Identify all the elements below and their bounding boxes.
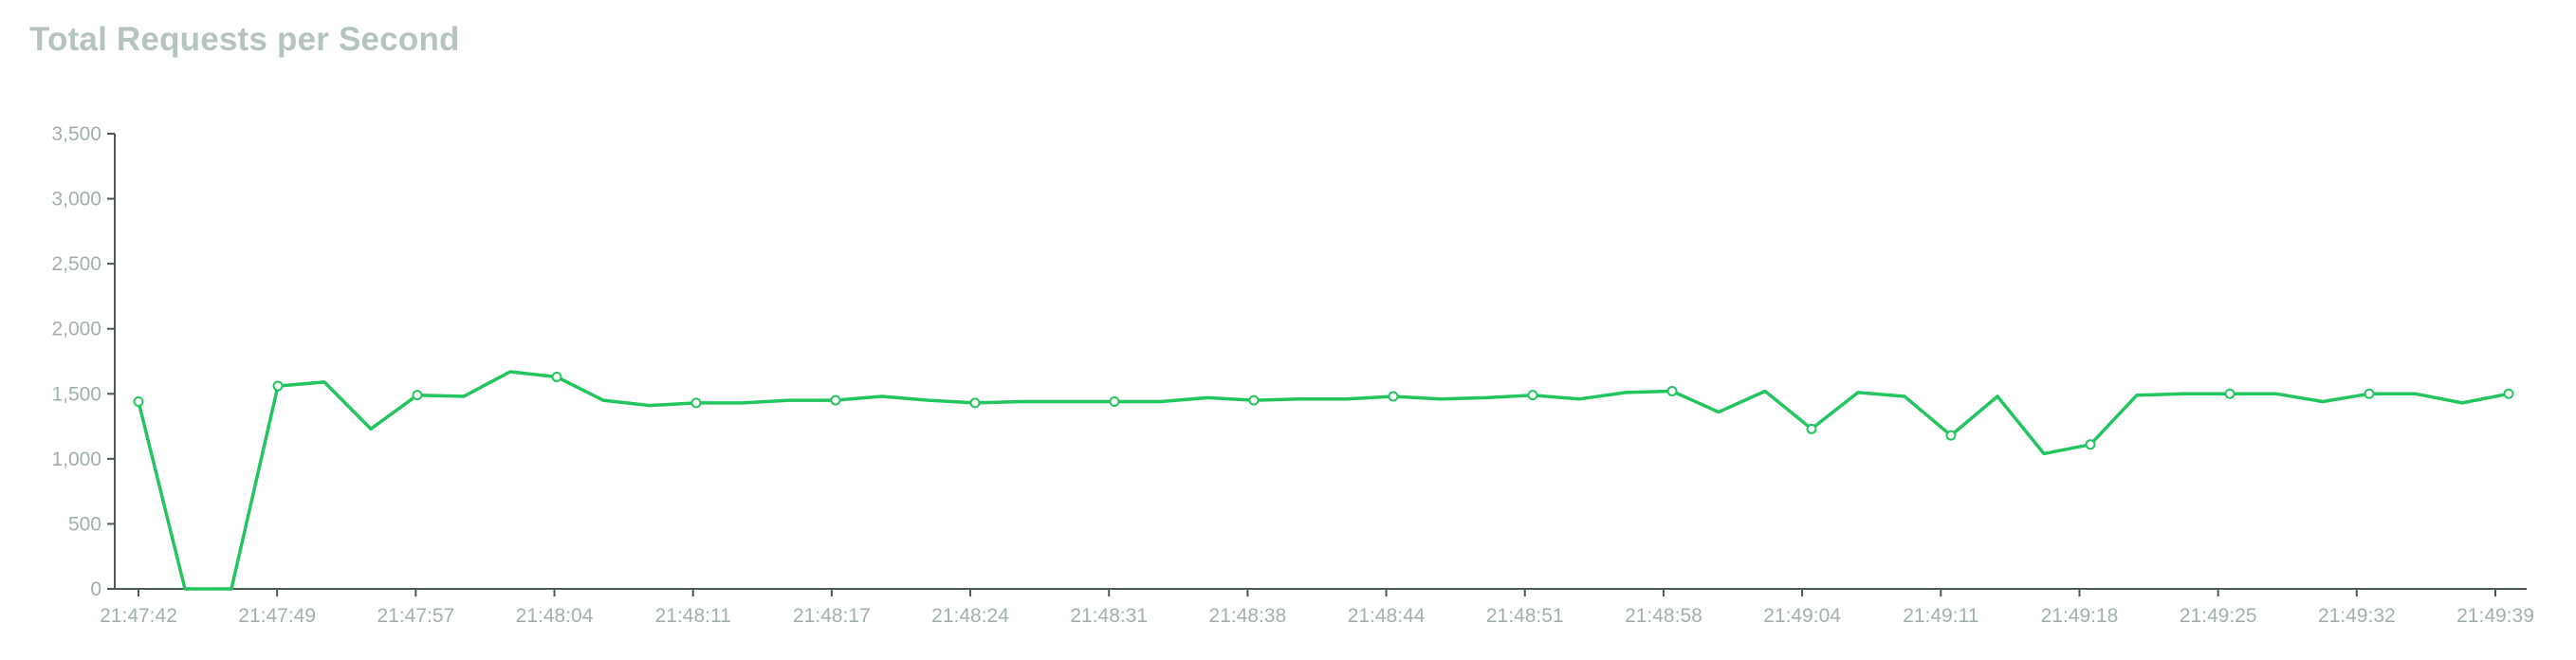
y-tick-label: 0	[90, 578, 101, 600]
data-point	[1806, 423, 1817, 434]
x-tick-label: 21:47:49	[238, 605, 316, 627]
x-tick-label: 21:48:17	[793, 605, 871, 627]
y-tick-label: 3,000	[51, 189, 101, 211]
x-axis: 21:47:42 21:47:49 21:47:57 21:48:04 21:48:11…	[100, 588, 2534, 627]
x-tick-label: 21:49:25	[2180, 605, 2257, 627]
x-tick-label: 21:48:44	[1348, 605, 1426, 627]
data-point	[1109, 396, 1120, 408]
data-point	[412, 390, 423, 401]
x-tick-label: 21:48:04	[516, 605, 594, 627]
data-point	[1388, 391, 1399, 402]
y-tick-label: 1,000	[51, 449, 101, 470]
x-tick-label: 21:48:24	[931, 605, 1009, 627]
x-tick-label: 21:47:42	[100, 605, 177, 627]
data-point	[1945, 430, 1957, 441]
x-tick-label: 21:48:58	[1625, 605, 1702, 627]
data-point	[2085, 439, 2096, 450]
x-tick-label: 21:47:57	[377, 605, 454, 627]
data-point	[1666, 386, 1678, 397]
x-tick-label: 21:48:51	[1486, 605, 1564, 627]
y-axis: 0 500 1,000 1,500 2,000 2,500 3,000 3,500	[51, 123, 116, 600]
data-point	[1248, 394, 1260, 406]
data-point	[690, 397, 702, 409]
x-tick-label: 21:48:11	[655, 605, 731, 627]
data-point	[2364, 388, 2375, 399]
y-tick-label: 3,500	[51, 123, 101, 145]
data-point	[830, 394, 841, 406]
x-tick-label: 21:48:38	[1209, 605, 1287, 627]
x-tick-label: 21:49:39	[2456, 605, 2534, 627]
x-tick-label: 21:49:32	[2318, 605, 2396, 627]
data-point	[2503, 388, 2514, 399]
data-point	[969, 397, 981, 409]
y-tick-label: 2,500	[51, 253, 101, 275]
series-line	[137, 370, 2511, 591]
data-point	[2224, 388, 2236, 399]
data-point	[551, 371, 562, 382]
y-tick-label: 500	[68, 513, 101, 535]
x-tick-label: 21:49:04	[1763, 605, 1841, 627]
y-tick-label: 2,000	[51, 319, 101, 340]
chart-title: Total Requests per Second	[29, 21, 460, 58]
series-layer	[133, 370, 2514, 591]
y-tick-label: 1,500	[51, 383, 101, 405]
data-point	[133, 396, 144, 408]
x-tick-label: 21:49:18	[2041, 605, 2119, 627]
x-tick-label: 21:48:31	[1070, 605, 1148, 627]
x-tick-label: 21:49:11	[1903, 605, 1978, 627]
data-point	[1527, 390, 1538, 401]
data-point	[272, 380, 284, 392]
